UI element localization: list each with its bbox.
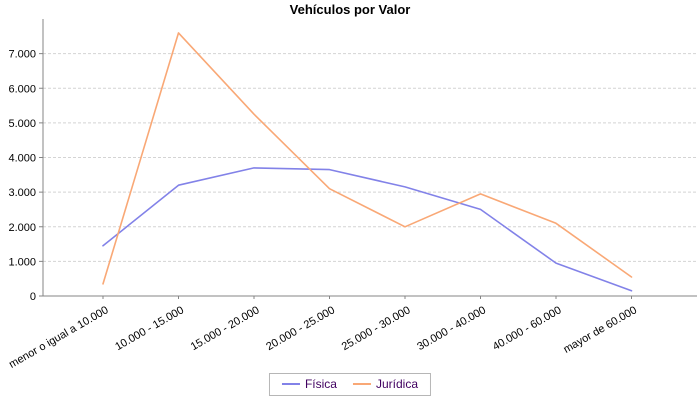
legend-item-juridica: Jurídica <box>352 377 419 391</box>
series-line-física <box>102 167 633 292</box>
legend-item-fisica: Física <box>281 377 337 391</box>
series-line-jurídica <box>102 32 633 285</box>
x-tick-label: menor o igual a 10.000 <box>7 304 110 371</box>
y-tick-label: 2.000 <box>8 222 36 234</box>
x-tick-label: 25.000 - 30.000 <box>340 304 413 353</box>
chart-title: Vehículos por Valor <box>289 2 411 17</box>
legend-label-juridica: Jurídica <box>375 377 419 391</box>
legend: Física Jurídica <box>268 373 432 396</box>
y-tick-label: 1.000 <box>8 256 36 268</box>
juridica-line-swatch <box>352 383 371 385</box>
y-tick-label: 6.000 <box>8 83 36 95</box>
x-tick-label: 10.000 - 15.000 <box>113 304 186 353</box>
fisica-line-swatch <box>281 383 300 385</box>
x-tick-label: 15.000 - 20.000 <box>189 304 262 353</box>
y-tick-label: 7.000 <box>8 49 36 61</box>
y-tick-label: 4.000 <box>8 153 36 165</box>
y-tick-label: 0 <box>30 291 36 303</box>
x-tick-label: 20.000 - 25.000 <box>264 304 337 353</box>
x-tick-label: 40.000 - 60.000 <box>491 304 564 353</box>
y-tick-label: 5.000 <box>8 118 36 130</box>
y-tick-label: 3.000 <box>8 187 36 199</box>
x-tick-label: mayor de 60.000 <box>561 304 639 356</box>
x-tick-label: 30.000 - 40.000 <box>415 304 488 353</box>
legend-label-fisica: Física <box>304 377 337 391</box>
